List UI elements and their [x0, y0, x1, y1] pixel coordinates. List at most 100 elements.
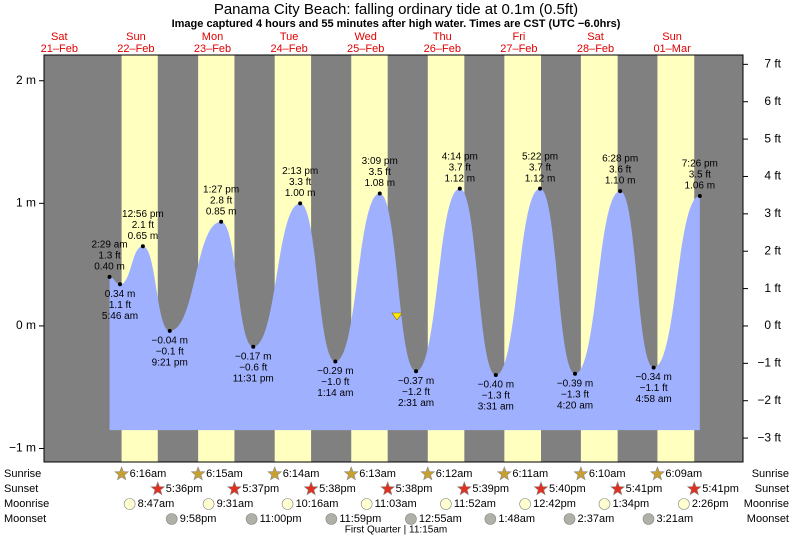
day-date: 24–Feb [270, 43, 307, 55]
sunset-time: 5:37pm [242, 483, 279, 495]
moon-icon [598, 498, 611, 510]
tide-label: 3.3 ft [289, 177, 311, 188]
tide-label: −1.2 ft [402, 387, 430, 398]
sun-icon [114, 466, 130, 481]
tide-label: −0.39 m [557, 378, 593, 389]
sun-icon [610, 481, 626, 496]
moonrise-time: 2:26pm [692, 498, 729, 510]
tide-label: 4:58 am [636, 394, 672, 405]
tide-label: 11:31 pm [233, 373, 274, 384]
day-date: 26–Feb [424, 43, 461, 55]
tide-point [538, 186, 543, 191]
sunrise-time: 6:16am [130, 468, 167, 480]
sun-icon [649, 466, 665, 481]
row-label: Moonset [4, 513, 46, 525]
sun-icon [420, 466, 436, 481]
moon-icon [202, 498, 215, 510]
moonrise-time: 12:42pm [533, 498, 576, 510]
tide-point [219, 219, 224, 224]
day-date: 27–Feb [500, 43, 537, 55]
tide-point [377, 191, 382, 196]
moon-icon [440, 498, 452, 510]
tide-label: 2:13 pm [282, 166, 318, 177]
day-weekday: Sat [51, 31, 68, 43]
tide-label: 0.65 m [128, 231, 159, 242]
tide-label: 0.85 m [206, 206, 237, 217]
moon-icon [519, 498, 531, 510]
tide-point [140, 244, 145, 249]
y-tick-label: 1 m [16, 196, 36, 210]
tide-label: 4:14 pm [442, 151, 478, 162]
y2-tick-label: 4 ft [764, 169, 781, 183]
tide-label: 3:09 pm [362, 156, 398, 167]
y2-tick-label: −1 ft [757, 356, 781, 370]
moon-icon [360, 498, 373, 510]
tide-point [298, 201, 303, 206]
sun-icon [380, 481, 396, 496]
tide-label: −1.3 ft [482, 391, 510, 402]
y2-tick-label: 6 ft [764, 94, 781, 108]
tide-label: 1.00 m [285, 188, 316, 199]
tide-label: 2.1 ft [132, 220, 154, 231]
tide-label: 2.8 ft [210, 195, 232, 206]
tide-label: 0.40 m [94, 262, 125, 273]
tide-label: 2:29 am [91, 240, 127, 251]
day-weekday: Sat [587, 31, 604, 43]
tide-point [414, 369, 419, 374]
sunrise-time: 6:15am [206, 468, 243, 480]
tide-point [457, 186, 462, 191]
tide-label: 7:26 pm [682, 159, 718, 170]
moon-icon [405, 513, 417, 525]
tide-label: 3.5 ft [689, 170, 711, 181]
tide-label: −0.6 ft [239, 362, 267, 373]
tide-label: 1.08 m [364, 178, 395, 189]
tide-label: −1.3 ft [561, 389, 589, 400]
plot-frame [43, 54, 744, 463]
tide-label: −0.17 m [235, 351, 271, 362]
moonset-time: 12:55am [419, 513, 462, 525]
moonset-time: 11:00pm [260, 513, 302, 525]
tide-label: 1:27 pm [203, 184, 239, 195]
sun-icon [150, 481, 166, 496]
sunset-time: 5:39pm [472, 483, 509, 495]
sun-icon [533, 481, 549, 496]
tide-label: 9:21 pm [152, 357, 188, 368]
sun-icon [190, 466, 206, 481]
tide-label: 0.34 m [105, 289, 136, 300]
moon-icon [325, 513, 338, 525]
row-label: Moonrise [744, 498, 789, 510]
moonrise-time: 11:52am [454, 498, 496, 510]
day-weekday: Tue [280, 31, 299, 43]
day-date: 28–Feb [577, 43, 614, 55]
row-label: Sunset [755, 483, 789, 495]
day-weekday: Sun [662, 31, 682, 43]
tide-label: 5:22 pm [522, 151, 558, 162]
tide-label: 3.6 ft [609, 165, 631, 176]
tide-point [651, 365, 656, 370]
tide-label: −0.29 m [317, 366, 353, 377]
y2-tick-label: 1 ft [764, 281, 781, 295]
sunset-time: 5:38pm [319, 483, 356, 495]
moonrise-time: 1:34pm [613, 498, 650, 510]
moonset-time: 3:21am [656, 513, 693, 525]
day-date: 25–Feb [347, 43, 384, 55]
tide-point [697, 193, 702, 198]
tide-point [167, 328, 172, 333]
moonset-time: 2:37am [578, 513, 615, 525]
tide-label: 1.3 ft [98, 251, 120, 262]
tide-label: 6:28 pm [602, 154, 638, 165]
y-tick-label: −1 m [9, 441, 36, 455]
day-date: 23–Feb [194, 43, 231, 55]
row-label: Moonrise [4, 498, 49, 510]
moon-phase: First Quarter | 11:15am [345, 525, 447, 536]
tide-label: −0.37 m [398, 376, 434, 387]
row-label: Sunrise [4, 468, 41, 480]
sunrise-time: 6:12am [436, 468, 473, 480]
y2-tick-label: 2 ft [764, 243, 781, 257]
day-weekday: Fri [512, 31, 525, 43]
tide-label: 5:46 am [102, 311, 138, 322]
tide-label: −0.40 m [478, 380, 514, 391]
y-tick-label: 0 m [16, 318, 36, 332]
moon-icon [281, 498, 294, 510]
